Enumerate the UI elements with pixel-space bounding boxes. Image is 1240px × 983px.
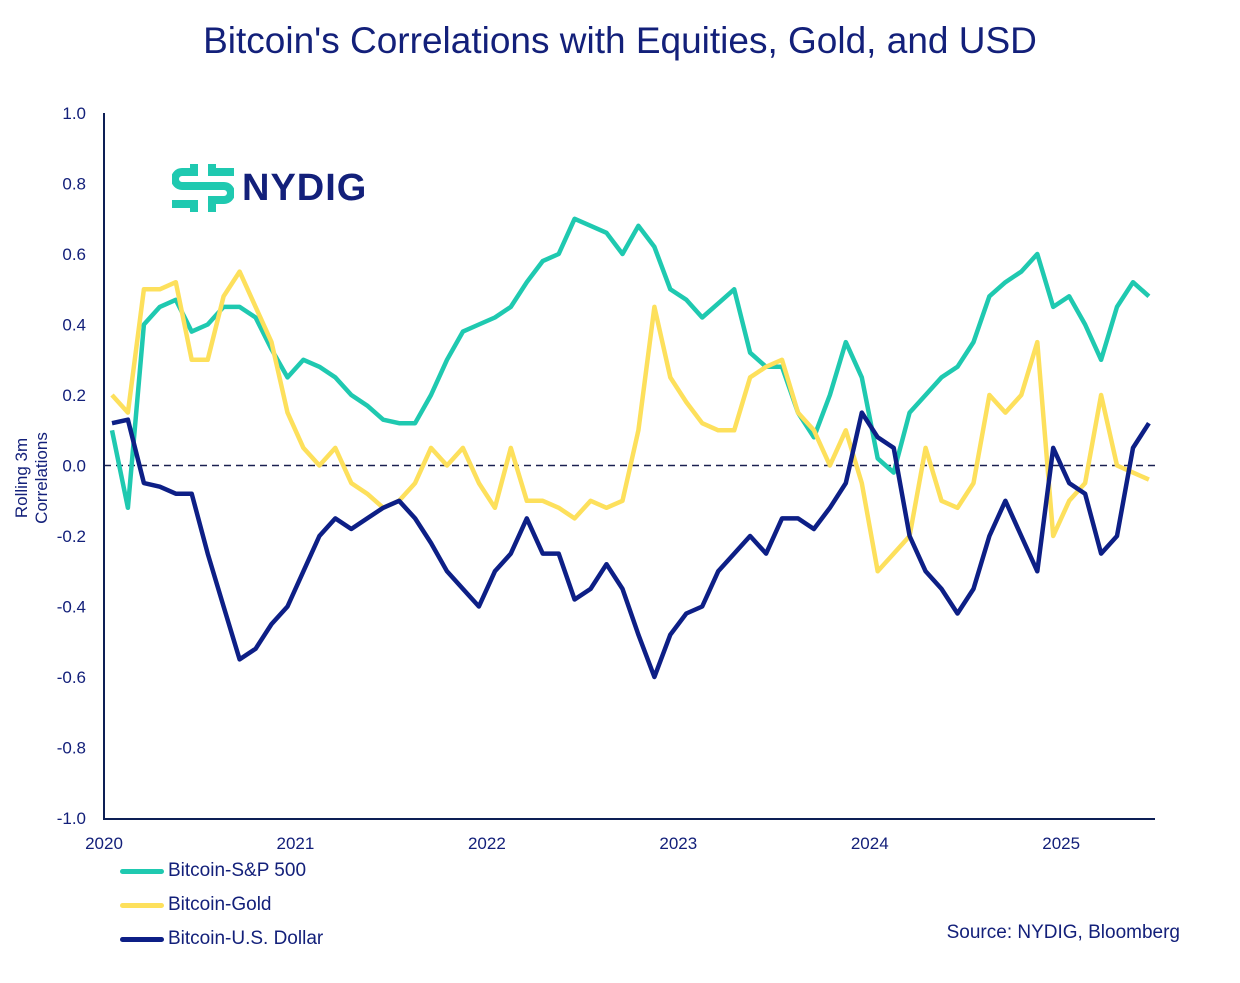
series-line-2 bbox=[111, 410, 1151, 680]
x-tick-label: 2022 bbox=[468, 834, 506, 853]
y-tick-label: -0.6 bbox=[57, 668, 86, 687]
x-tick-label: 2024 bbox=[851, 834, 889, 853]
x-tick-label: 2023 bbox=[659, 834, 697, 853]
y-tick-label: -1.0 bbox=[57, 809, 86, 828]
logo-text: NYDIG bbox=[242, 166, 368, 209]
legend-item-usd: Bitcoin-U.S. Dollar bbox=[120, 928, 323, 950]
legend-label: Bitcoin-Gold bbox=[168, 894, 272, 915]
y-tick-label: 0.6 bbox=[62, 245, 86, 264]
legend-swatch bbox=[120, 936, 164, 942]
y-tick-label: -0.4 bbox=[57, 598, 86, 617]
y-tick-label: -0.2 bbox=[57, 527, 86, 546]
legend-label: Bitcoin-U.S. Dollar bbox=[168, 928, 324, 949]
x-tick-label: 2020 bbox=[85, 834, 123, 853]
y-tick-label: -0.8 bbox=[57, 739, 86, 758]
x-tick-label: 2021 bbox=[277, 834, 315, 853]
source-note: Source: NYDIG, Bloomberg bbox=[946, 922, 1180, 943]
legend-item-sp500: Bitcoin-S&P 500 bbox=[120, 860, 306, 882]
legend-label: Bitcoin-S&P 500 bbox=[168, 860, 307, 881]
nydig-logo: NYDIG bbox=[172, 162, 367, 214]
y-axis-label: Rolling 3m Correlations bbox=[12, 432, 51, 524]
x-tick-label: 2025 bbox=[1042, 834, 1080, 853]
y-tick-label: 0.4 bbox=[62, 316, 86, 335]
chart-title: Bitcoin's Correlations with Equities, Go… bbox=[203, 20, 1037, 61]
nydig-logo-icon bbox=[172, 164, 234, 212]
y-tick-label: 1.0 bbox=[62, 104, 86, 123]
series-line-1 bbox=[110, 269, 1150, 574]
legend-item-gold: Bitcoin-Gold bbox=[120, 894, 272, 916]
legend-swatch bbox=[120, 868, 164, 874]
y-tick-label: 0.8 bbox=[62, 175, 86, 194]
legend-swatch bbox=[120, 902, 164, 908]
y-tick-label: 0.0 bbox=[62, 457, 86, 476]
y-tick-label: 0.2 bbox=[62, 386, 86, 405]
series-line-0 bbox=[109, 216, 1151, 511]
